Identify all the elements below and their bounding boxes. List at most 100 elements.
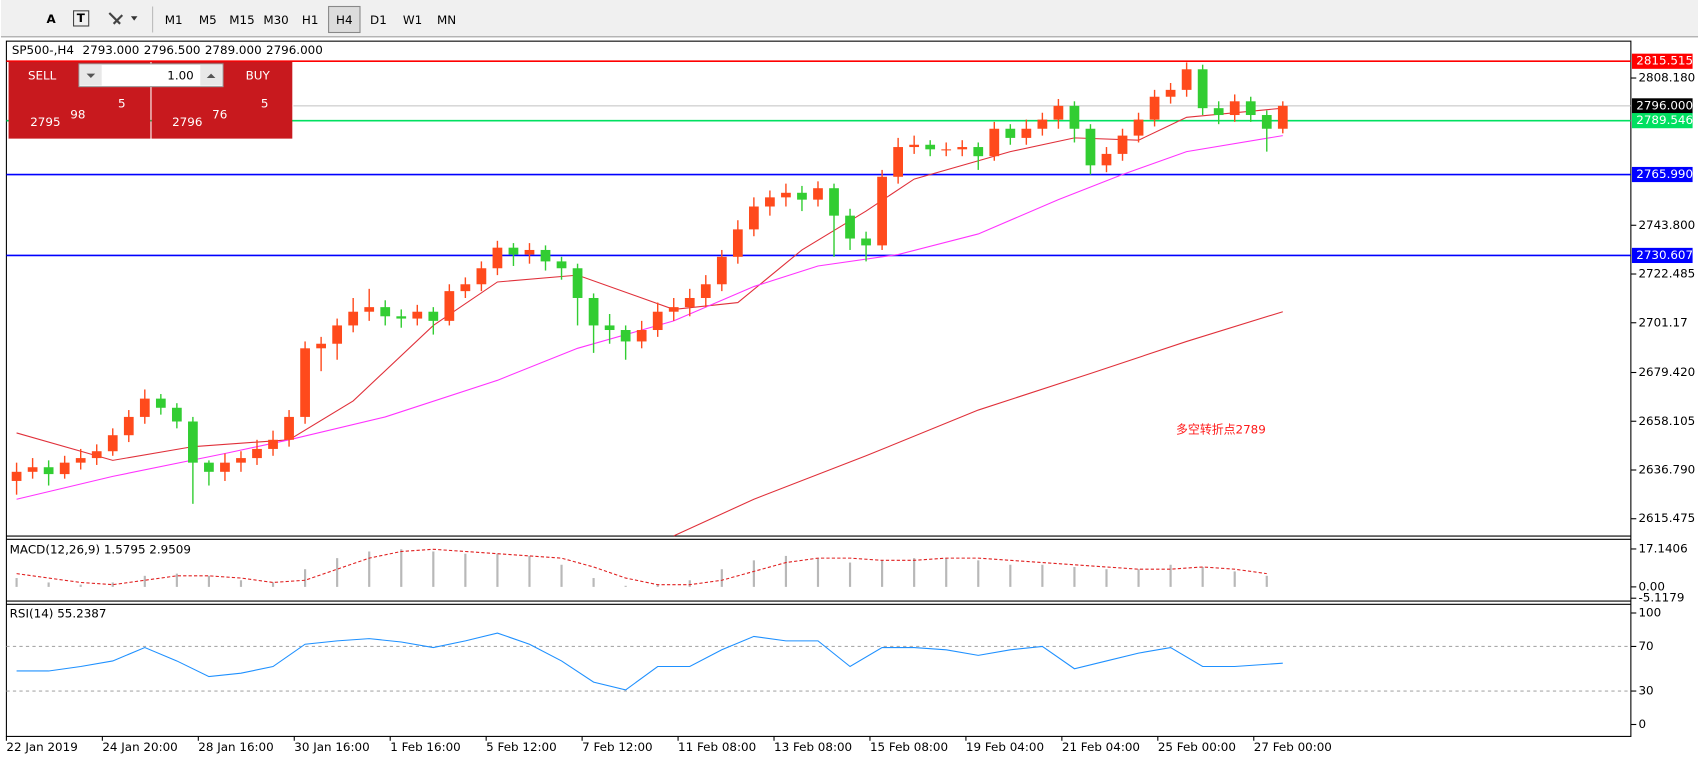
volume-value[interactable]: 1.00 [167,68,194,82]
ask-sup: 5 [261,96,269,110]
x-tick-label: 24 Jan 20:00 [102,740,177,754]
macd-bar [47,582,50,587]
shapes-dropdown[interactable] [130,16,138,21]
x-tick-label: 27 Feb 00:00 [1254,740,1332,754]
candle-body [1149,96,1160,120]
macd-bar [528,555,531,587]
macd-bar [784,555,788,587]
candle-body [364,307,375,312]
candle-body [941,149,952,151]
candle-body [1085,128,1096,166]
macd-bar [848,562,852,587]
candle-body [845,215,855,239]
candle-body [1117,135,1128,154]
candle-body [171,407,182,422]
buy-label[interactable]: BUY [246,68,271,82]
macd-bar [1009,564,1012,587]
candle-body [139,398,150,417]
candle-body [1165,89,1176,97]
macd-bar [913,558,916,587]
macd-bar [1265,575,1268,587]
candle-body [188,421,198,463]
macd-bar [175,573,178,587]
candle-body [476,268,487,285]
candle-body [1053,105,1064,120]
price-label: 2765.990 [1636,167,1693,181]
timeframe-label[interactable]: D1 [370,13,387,27]
timeframe-button[interactable] [328,5,361,34]
timeframe-label[interactable]: M5 [199,13,217,27]
candle-body [123,416,134,436]
macd-bar [1201,566,1204,587]
label-tool[interactable] [73,10,90,27]
chart-frame [5,40,1632,737]
volume-box[interactable] [78,63,224,88]
candle-body [220,462,230,472]
candle-body [460,284,471,292]
candle-body [252,448,262,459]
y-tick-label: 0.00 [1638,579,1665,593]
candle-body [524,249,535,255]
candle-body [1101,153,1112,166]
macd-title: MACD(12,26,9) 1.5795 2.9509 [10,543,191,557]
price-label: 2730.607 [1636,248,1693,262]
candle-body [989,128,1000,157]
candle-body [588,297,599,326]
x-tick-label: 5 Feb 12:00 [486,740,557,754]
macd-bar [79,584,82,587]
macd-bar [15,578,18,587]
macd-bar [239,580,243,587]
x-tick-label: 30 Jan 16:00 [294,740,369,754]
candle-body [700,284,711,298]
candle-body [909,144,920,148]
y-tick-label: 30 [1638,684,1653,698]
y-tick-label: 2615.475 [1638,511,1695,525]
candle-body [91,451,102,459]
candle-body [428,311,439,321]
timeframe-label[interactable]: M30 [263,13,288,27]
y-tick-label: 0 [1638,717,1646,731]
text-tool[interactable]: A [46,12,56,26]
candle-body [316,343,326,349]
candle-body [268,439,278,449]
candle-body [492,247,503,269]
candle-body [59,462,70,475]
x-tick-label: 1 Feb 16:00 [390,740,461,754]
sell-label[interactable]: SELL [28,68,57,82]
candle-body [1021,128,1032,138]
timeframe-label[interactable]: MN [437,13,456,27]
y-tick-label: 2679.420 [1638,365,1695,379]
macd-bar [624,585,627,587]
x-tick-label: 22 Jan 2019 [6,740,77,754]
macd-bar [656,584,659,587]
candle-body [556,261,567,269]
macd-bar [464,553,467,587]
candle-body [925,144,936,150]
candle-body [748,206,759,230]
x-tick-label: 21 Feb 04:00 [1062,740,1140,754]
candle-body [1229,101,1240,116]
y-tick-label: 2722.485 [1638,267,1695,281]
timeframe-label[interactable]: H4 [336,13,353,27]
timeframe-label[interactable]: W1 [403,13,422,27]
candle-body [348,311,359,326]
candle-body [27,467,38,472]
candle-body [1197,69,1208,109]
candle-body [204,462,214,472]
price-label-box [1631,166,1693,183]
candle-body [155,398,166,408]
candle-body [380,307,391,317]
ask-big: 76 [212,107,227,121]
candle-body [1005,128,1016,138]
candle-body [716,256,727,285]
price-label-box [1631,98,1693,114]
timeframe-label[interactable]: M1 [165,13,183,27]
shapes-tool[interactable] [108,12,124,25]
candle-body [540,249,551,262]
timeframe-label[interactable]: M15 [229,13,254,27]
macd-bar [368,551,371,587]
macd-bar [1137,569,1140,587]
macd-bar [207,575,211,587]
timeframe-label[interactable]: H1 [302,13,319,27]
